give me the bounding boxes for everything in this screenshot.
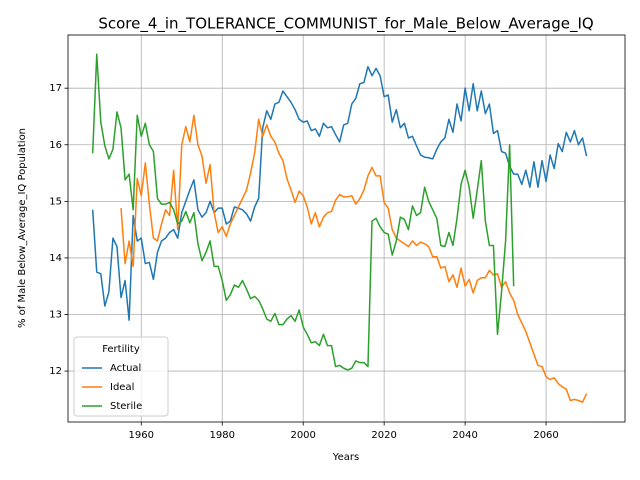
x-tick-label: 1980 (210, 430, 235, 441)
y-tick-label: 14 (49, 253, 62, 264)
y-tick-label: 16 (49, 140, 62, 151)
y-tick-label: 15 (49, 196, 62, 207)
data-line (91, 53, 515, 371)
x-tick-label: 2040 (452, 430, 477, 441)
x-tick-label: 2060 (533, 430, 558, 441)
x-tick-label: 1960 (129, 430, 154, 441)
legend-title: Fertility (102, 344, 140, 355)
legend-label: Ideal (110, 382, 134, 393)
y-tick-label: 13 (49, 310, 62, 321)
legend-label: Sterile (110, 401, 142, 412)
legend-box (73, 336, 169, 417)
data-line (91, 65, 588, 321)
legend: Fertility Actual Ideal Sterile (73, 336, 169, 417)
legend-label: Actual (110, 363, 141, 374)
x-tick-label: 2000 (290, 430, 315, 441)
y-tick-label: 17 (49, 83, 62, 94)
data-line (120, 114, 588, 403)
plot-frame (67, 34, 626, 423)
chart-title: Score_4_in_TOLERANCE_COMMUNIST_for_Male_… (98, 15, 593, 34)
x-tick-label: 2020 (371, 430, 396, 441)
y-tick-label: 12 (49, 366, 62, 377)
y-axis-label: % of Male Below_Average_IQ Population (17, 128, 28, 328)
x-axis-label: Years (332, 452, 359, 463)
